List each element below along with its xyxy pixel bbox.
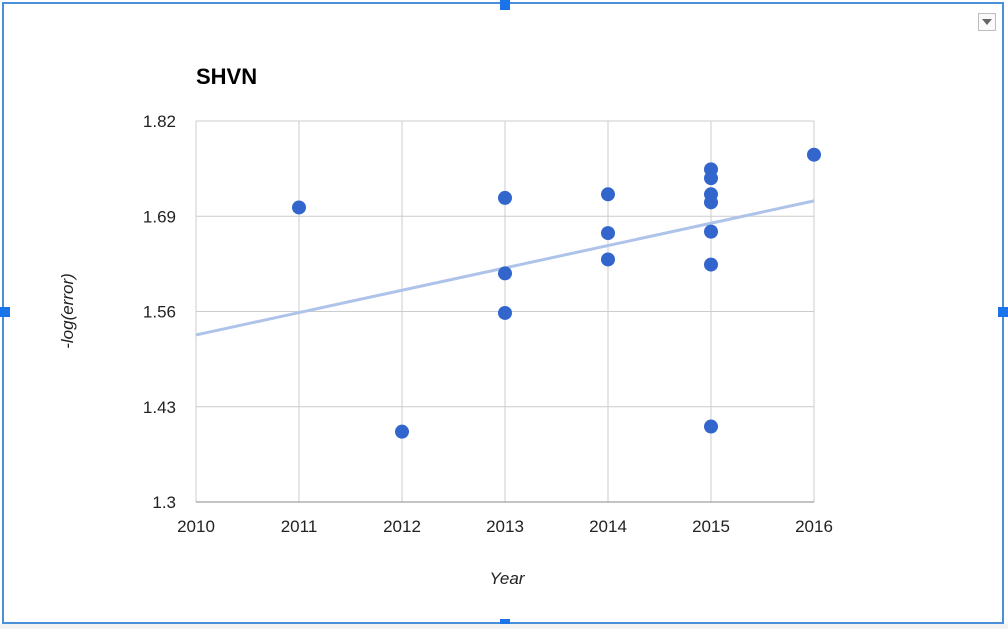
data-point	[498, 266, 512, 281]
resize-handle-left[interactable]	[0, 307, 10, 317]
x-tick-label: 2015	[692, 517, 730, 536]
x-tick-label: 2013	[486, 517, 524, 536]
x-axis-label: Year	[490, 569, 526, 588]
data-points	[292, 147, 821, 439]
x-tick-label: 2011	[281, 517, 318, 536]
x-tick-label: 2014	[589, 517, 627, 536]
x-tick-label: 2016	[795, 517, 833, 536]
data-point	[601, 187, 615, 202]
data-point	[704, 419, 718, 434]
x-axis-ticks: 2010 2011 2012 2013 2014 2015 2016	[177, 517, 833, 536]
data-point	[601, 252, 615, 267]
data-point	[704, 171, 718, 186]
x-tick-label: 2012	[383, 517, 421, 536]
data-point	[498, 305, 512, 320]
data-point	[395, 424, 409, 439]
sheet-background-strip	[0, 624, 1008, 629]
resize-handle-right[interactable]	[998, 307, 1008, 317]
data-point	[704, 195, 718, 210]
data-point	[292, 200, 306, 215]
chevron-down-icon	[982, 19, 992, 25]
resize-handle-top[interactable]	[500, 0, 510, 10]
data-point	[807, 147, 821, 162]
y-tick-label: 1.82	[143, 112, 176, 131]
y-tick-label: 1.69	[143, 207, 176, 226]
x-tick-label: 2010	[177, 517, 215, 536]
chart-menu-dropdown[interactable]	[978, 13, 996, 31]
y-axis-ticks: 1.3 1.43 1.56 1.69 1.82	[143, 112, 176, 512]
chart-title: SHVN	[196, 64, 257, 89]
y-tick-label: 1.43	[143, 398, 176, 417]
data-point	[704, 257, 718, 272]
data-point	[704, 224, 718, 239]
y-axis-label: -log(error)	[58, 273, 77, 349]
data-point	[498, 190, 512, 205]
y-tick-label: 1.3	[152, 493, 176, 512]
y-tick-label: 1.56	[143, 303, 176, 322]
data-point	[601, 226, 615, 241]
